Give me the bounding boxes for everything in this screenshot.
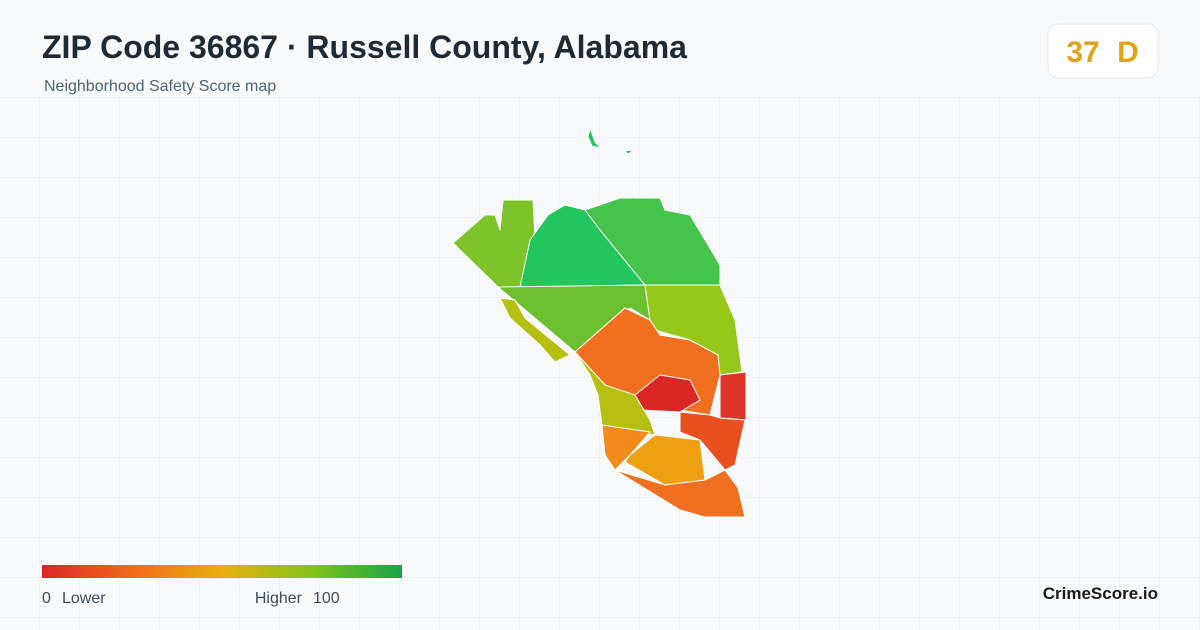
score-badge [1047,23,1159,79]
region [601,424,651,471]
brand: CrimeScore.io [1043,584,1158,603]
legend-max-label: Higher [255,590,303,607]
legend-bar [42,565,402,578]
region [587,126,603,149]
region [679,411,746,471]
legend-min-label: Lower [62,590,106,607]
legend-min: 0 [42,590,51,607]
region [623,149,635,155]
score-grade: D [1117,36,1139,69]
score-value: 37 [1066,36,1099,69]
subtitle: Neighborhood Safety Score map [44,78,276,95]
region [584,197,721,286]
region [499,297,571,363]
title: ZIP Code 36867 · Russell County, Alabama [42,29,687,65]
region [719,371,747,421]
zip-map [452,126,747,518]
region [614,469,746,518]
legend-max: 100 [313,590,340,607]
